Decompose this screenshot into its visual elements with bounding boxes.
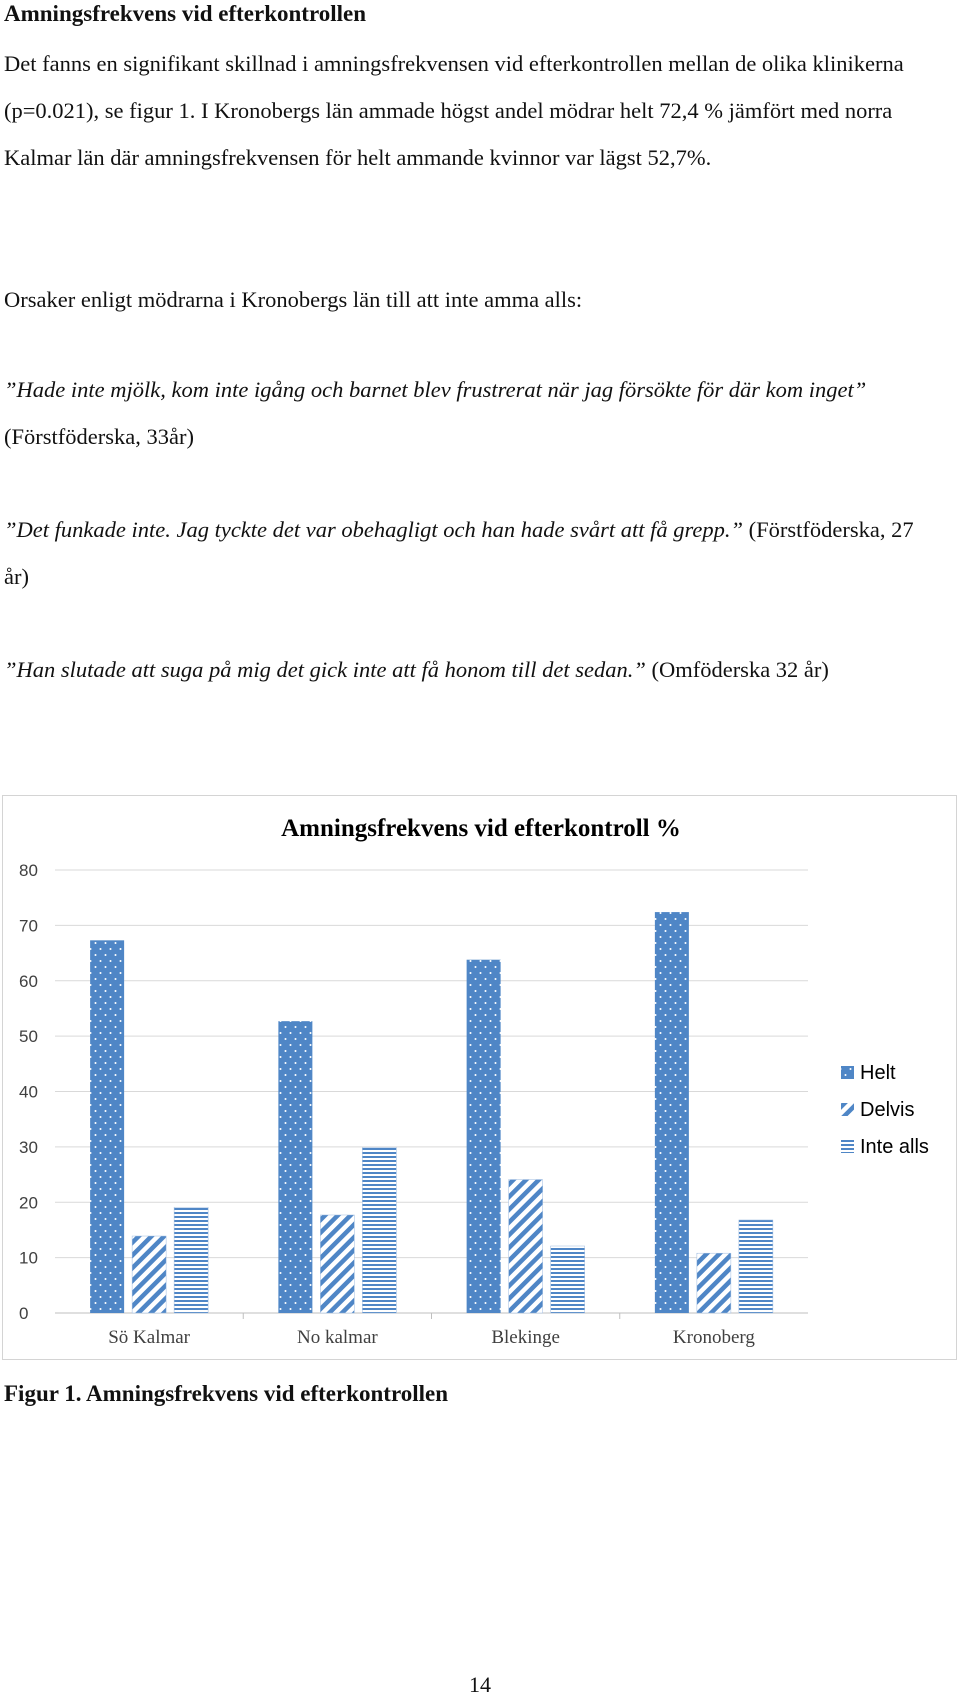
x-tick-label: Sö Kalmar [108,1327,190,1348]
section-heading: Amningsfrekvens vid efterkontrollen [4,1,367,26]
y-axis-ticks: 0 10 20 30 40 50 60 70 80 [19,861,38,1323]
bar-delvis [320,1214,355,1314]
y-tick-label: 30 [19,1138,38,1157]
bar-inte-alls [362,1147,397,1314]
x-tick-label: Kronoberg [673,1327,755,1348]
x-axis-ticks: Sö Kalmar No kalmar Blekinge Kronoberg [108,1313,755,1348]
quote-3-text: ”Han slutade att suga på mig det gick in… [4,657,646,682]
bar-delvis [131,1235,167,1314]
bars [90,912,774,1314]
figure-caption: Figur 1. Amningsfrekvens vid efterkontro… [4,1381,449,1406]
quote-1-source: (Förstföderska, 33år) [4,424,194,449]
bar-chart: Amningsfrekvens vid efterkontroll % 0 10 2… [2,795,957,1360]
y-tick-label: 0 [19,1304,28,1323]
x-tick-label: Blekinge [491,1327,560,1348]
quote-3-source: (Omföderska 32 år) [645,657,829,682]
bar-delvis [696,1252,732,1314]
quote-2-text: ”Det funkade inte. Jag tyckte det var ob… [4,517,744,542]
x-tick-label: No kalmar [297,1327,378,1348]
paragraph-reasons-intro: Orsaker enligt mödrarna i Kronobergs län… [4,287,583,312]
chart-title: Amningsfrekvens vid efterkontroll % [281,815,681,842]
bar-inte-alls [550,1245,585,1314]
legend-label: Delvis [860,1099,914,1121]
bar-helt [90,940,125,1313]
legend: Helt Delvis Inte alls [841,1062,929,1158]
bar-delvis [508,1179,543,1314]
legend-label: Inte alls [860,1136,929,1158]
y-tick-label: 60 [19,972,38,991]
quote-2-source: (Förstföderska, 27 år) [4,517,914,589]
y-tick-label: 20 [19,1193,38,1212]
y-tick-label: 50 [19,1027,38,1046]
quote-3: ”Han slutade att suga på mig det gick in… [4,646,934,693]
paragraph-results: Det fanns en signifikant skillnad i amni… [4,51,904,170]
quote-1-text: ”Hade inte mjölk, kom inte igång och bar… [4,377,867,402]
quote-2: ”Det funkade inte. Jag tyckte det var ob… [4,506,934,600]
gridlines [55,869,808,1314]
legend-swatch [841,1103,854,1116]
bar-inte-alls [173,1206,209,1314]
y-tick-label: 80 [19,861,38,880]
legend-label: Helt [860,1062,896,1084]
y-tick-label: 40 [19,1083,38,1102]
y-tick-label: 10 [19,1249,38,1268]
y-tick-label: 70 [19,916,38,935]
legend-swatch [841,1140,854,1153]
chart-canvas: Amningsfrekvens vid efterkontroll % 0 10 2… [19,815,929,1348]
quote-1: ”Hade inte mjölk, kom inte igång och bar… [4,366,934,460]
bar-helt [466,959,501,1313]
page-number: 14 [469,1672,491,1697]
legend-swatch [841,1066,854,1079]
bar-helt [278,1021,313,1313]
bar-helt [654,912,689,1313]
bar-inte-alls [738,1219,774,1314]
